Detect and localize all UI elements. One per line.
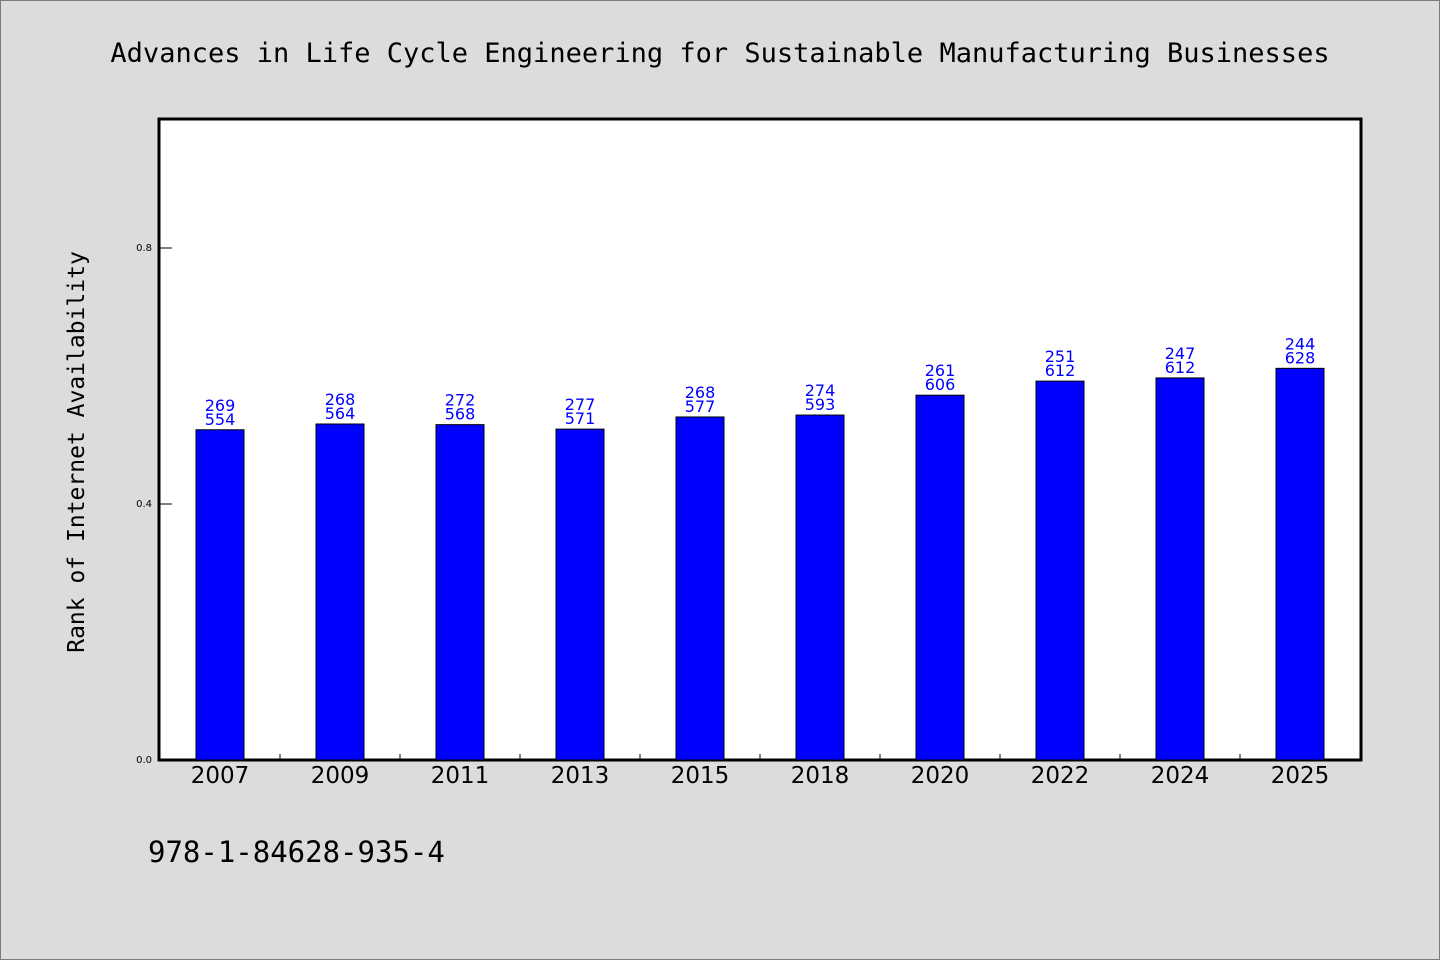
bar-label-bottom: 564 <box>325 404 356 423</box>
bar-label-bottom: 571 <box>565 409 596 428</box>
bar-label-top: 272 <box>445 391 476 410</box>
chart-title: Advances in Life Cycle Engineering for S… <box>110 38 1329 69</box>
y-tick-label: 0.4 <box>136 499 152 510</box>
bar-label-top: 269 <box>205 396 236 415</box>
bar-label-bottom: 554 <box>205 410 236 429</box>
bar <box>1155 377 1205 761</box>
bar <box>915 394 965 761</box>
bar-labels: 2695542685642725682775712685772745932616… <box>205 334 1316 428</box>
bar-label-bottom: 612 <box>1165 358 1196 377</box>
bar-label-top: 247 <box>1165 344 1196 363</box>
bar <box>795 414 845 761</box>
bar-label-top: 277 <box>565 395 596 414</box>
x-tick-label: 2013 <box>551 763 610 789</box>
bar-label-top: 268 <box>685 383 716 402</box>
bar <box>555 428 605 761</box>
bars <box>195 367 1325 761</box>
bar <box>315 423 365 761</box>
bar-label-top: 261 <box>925 361 956 380</box>
x-tick-label: 2007 <box>191 763 250 789</box>
x-tick-label: 2011 <box>431 763 490 789</box>
bar-label-bottom: 612 <box>1045 361 1076 380</box>
x-tick-label: 2025 <box>1271 763 1330 789</box>
x-tick-label: 2022 <box>1031 763 1090 789</box>
bar-label-bottom: 628 <box>1285 348 1316 367</box>
x-tick-label: 2018 <box>791 763 850 789</box>
y-axis: 0.0 0.4 0.8 <box>136 243 172 766</box>
y-tick-label: 0.0 <box>136 755 152 766</box>
y-axis-label: Rank of Internet Availability <box>64 251 90 653</box>
bar-label-top: 251 <box>1045 347 1076 366</box>
bar <box>195 429 245 761</box>
x-axis: 2007 2009 2011 2013 2015 2018 2020 2022 2024 2025 <box>191 754 1330 789</box>
bar-label-top: 274 <box>805 381 836 400</box>
y-tick-label: 0.8 <box>136 243 152 254</box>
bar-label-bottom: 606 <box>925 375 956 394</box>
bar-label-bottom: 568 <box>445 405 476 424</box>
x-tick-label: 2024 <box>1151 763 1210 789</box>
bar-label-bottom: 593 <box>805 395 836 414</box>
bar-label-top: 244 <box>1285 334 1316 353</box>
bar <box>1275 367 1325 761</box>
bar <box>435 424 485 761</box>
footer-isbn: 978-1-84628-935-4 <box>148 835 445 869</box>
x-tick-label: 2020 <box>911 763 970 789</box>
bar <box>675 416 725 761</box>
x-tick-label: 2015 <box>671 763 730 789</box>
x-tick-label: 2009 <box>311 763 370 789</box>
bar-label-bottom: 577 <box>685 397 716 416</box>
bar <box>1035 380 1085 761</box>
bar-label-top: 268 <box>325 390 356 409</box>
